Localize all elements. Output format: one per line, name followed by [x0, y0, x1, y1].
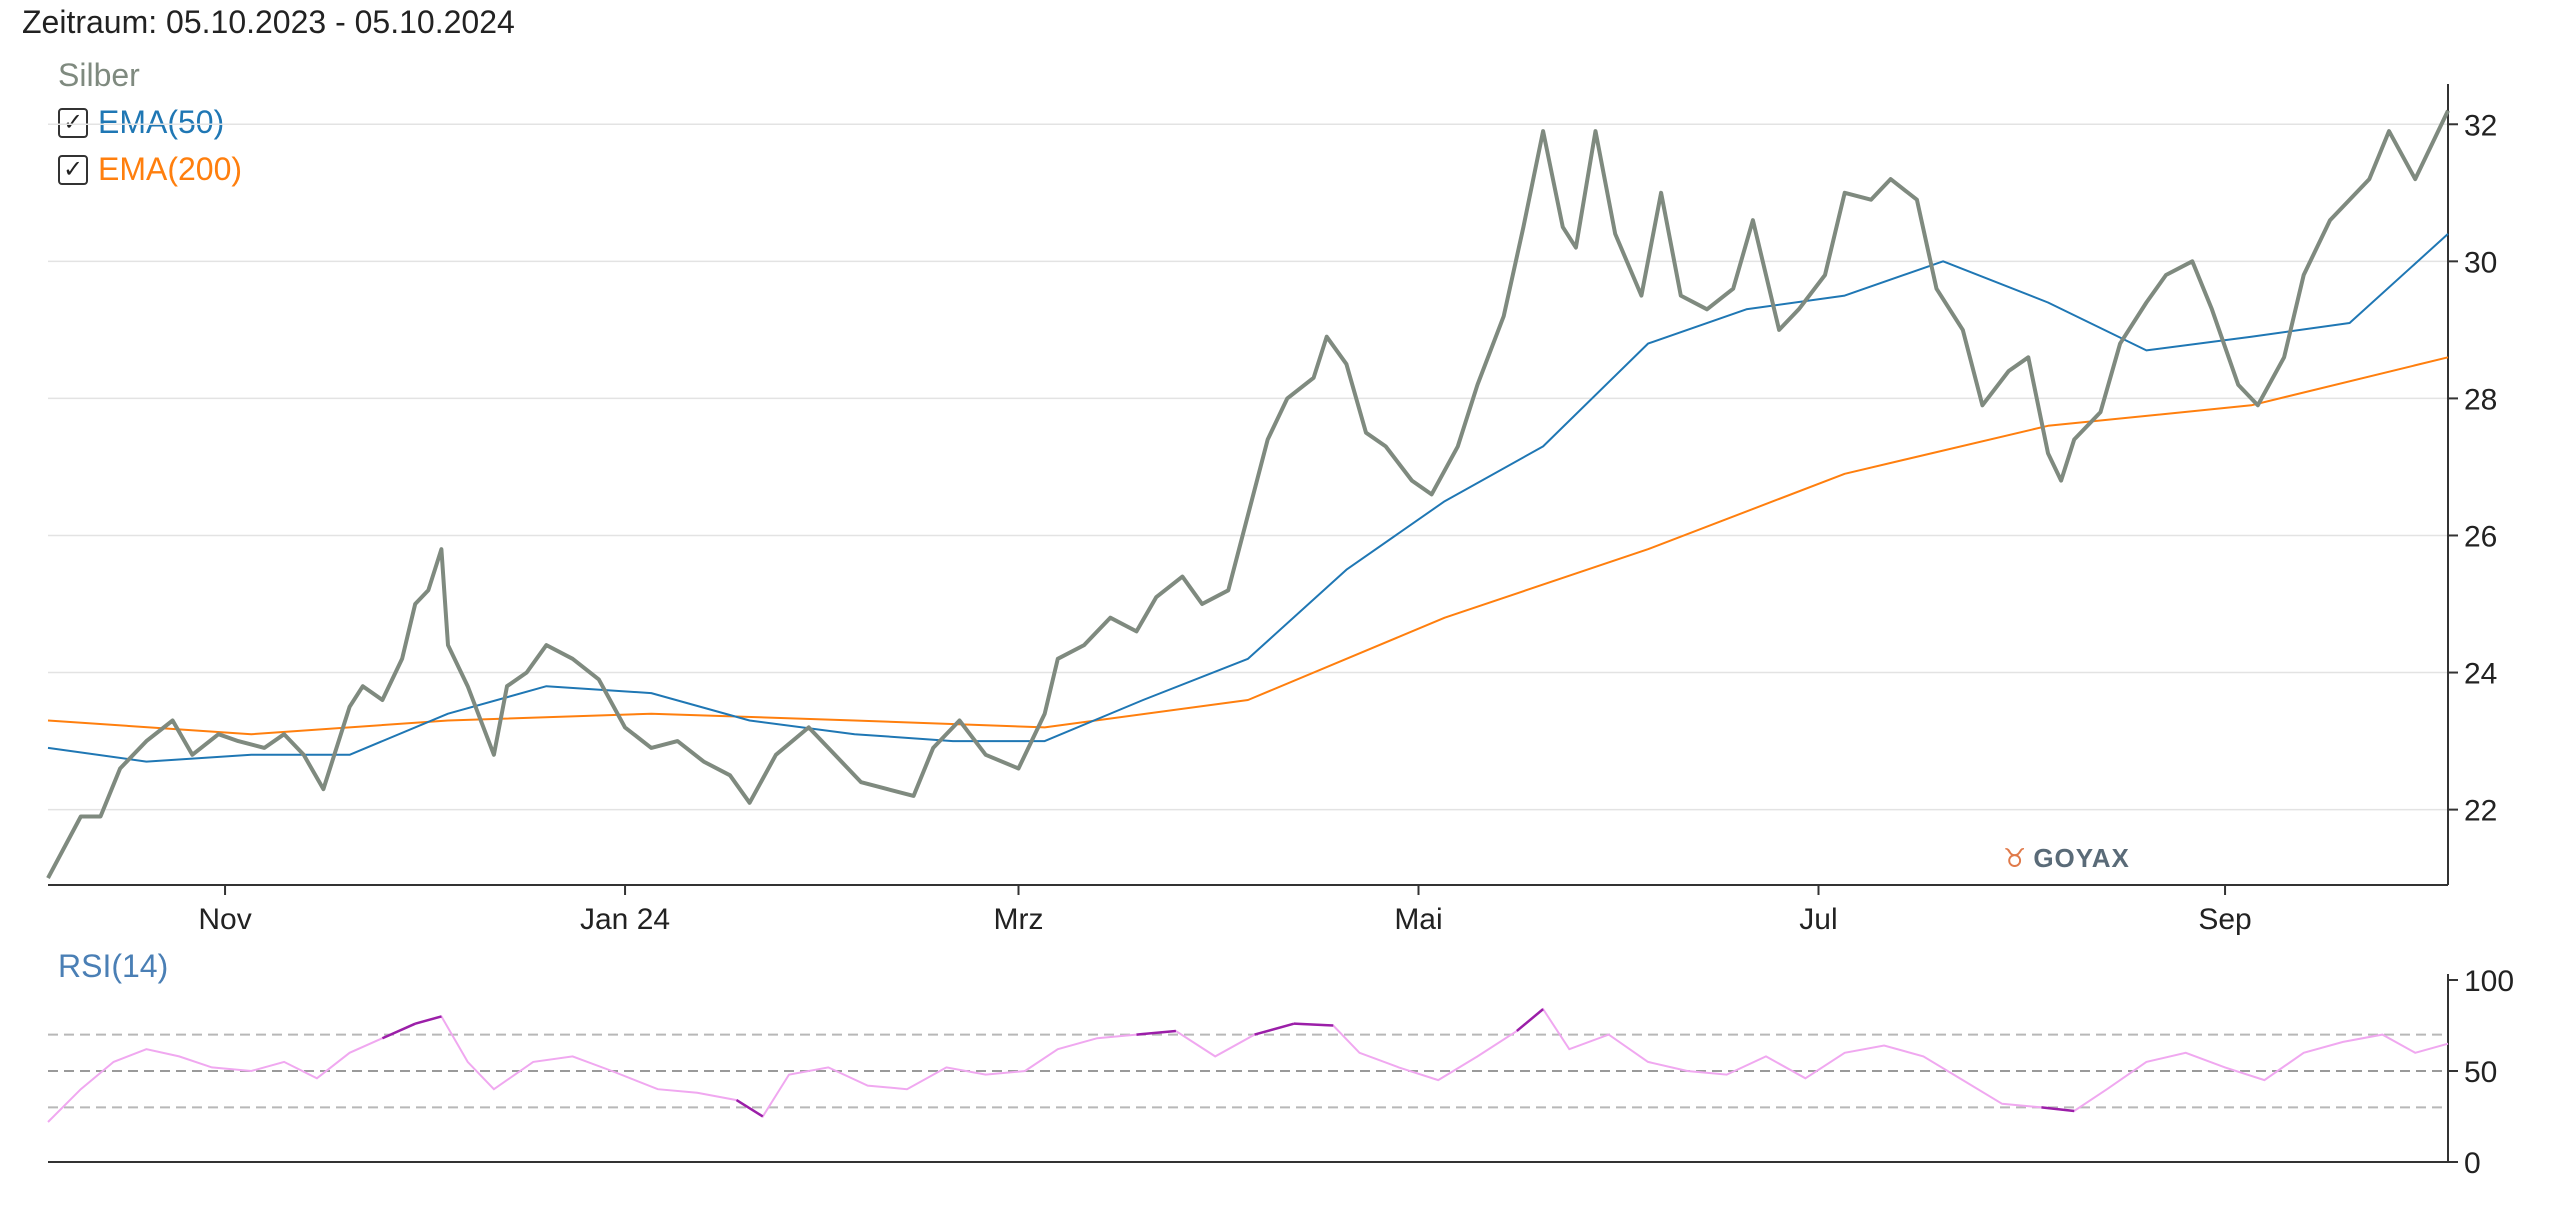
y-tick-label-28: 28 — [2464, 383, 2497, 416]
x-tick-label-4: Jul — [1799, 903, 1837, 936]
y-tick-label-32: 32 — [2464, 109, 2497, 142]
bull-icon: ♉ — [2003, 843, 2028, 873]
legend-item-ema50[interactable]: ✓ EMA(50) — [58, 99, 242, 146]
y-tick-label-30: 30 — [2464, 246, 2497, 279]
rsi-panel-label: RSI(14) — [58, 948, 169, 984]
rsi-extreme-segment — [735, 1099, 764, 1118]
y-tick-label-24: 24 — [2464, 658, 2497, 691]
legend-item-ema200[interactable]: ✓ EMA(200) — [58, 146, 242, 193]
x-tick-label-5: Sep — [2198, 903, 2251, 936]
silber-price-line — [46, 109, 2450, 880]
rsi-extreme-segment — [1293, 1022, 1334, 1027]
x-tick-label-2: Mrz — [993, 903, 1043, 936]
check-icon: ✓ — [62, 109, 84, 136]
ema200-checkbox[interactable]: ✓ — [58, 154, 88, 185]
rsi-extreme-segment — [1136, 1029, 1176, 1036]
rsi-extreme-segment — [1254, 1022, 1295, 1036]
ema50-line — [47, 233, 2449, 763]
x-tick-label-1: Jan 24 — [580, 903, 670, 936]
rsi-tick-label-0: 0 — [2464, 1147, 2481, 1180]
legend-ema50-label: EMA(50) — [98, 104, 225, 140]
watermark-text: GOYAX — [2033, 843, 2130, 873]
y-tick-label-22: 22 — [2464, 795, 2497, 828]
rsi-extreme-segment — [1516, 1008, 1544, 1032]
chart-title: Zeitraum: 05.10.2023 - 05.10.2024 — [22, 4, 515, 40]
rsi-extreme-segment — [381, 1022, 416, 1040]
x-tick-label-3: Mai — [1394, 903, 1442, 936]
ema50-checkbox[interactable]: ✓ — [58, 107, 88, 138]
rsi-extreme-segment — [2041, 1106, 2075, 1113]
rsi-tick-label-100: 100 — [2464, 965, 2514, 998]
legend-main-series: Silber — [58, 57, 140, 93]
legend-ema200-label: EMA(200) — [98, 151, 243, 187]
rsi-tick-label-50: 50 — [2464, 1056, 2497, 1089]
chart-legend: Silber ✓ EMA(50) ✓ EMA(200) — [58, 52, 242, 193]
y-tick-label-26: 26 — [2464, 520, 2497, 553]
goyax-watermark: ♉ GOYAX — [2003, 843, 2130, 874]
ema200-line — [47, 356, 2449, 736]
check-icon: ✓ — [62, 156, 84, 183]
rsi-extreme-segment — [414, 1015, 442, 1025]
x-tick-label-0: Nov — [198, 903, 251, 936]
